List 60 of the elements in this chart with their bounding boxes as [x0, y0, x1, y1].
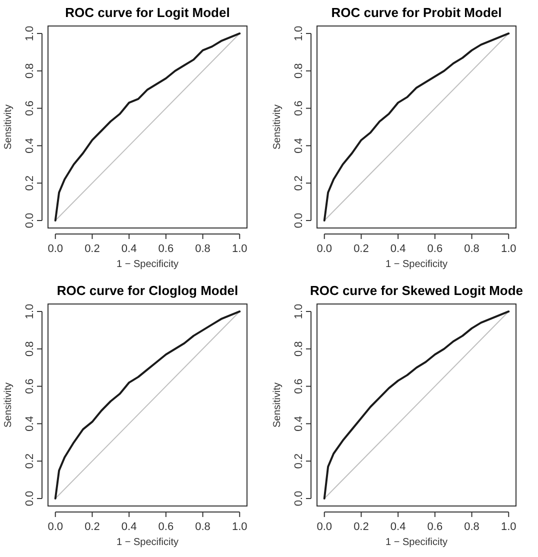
x-tick-label: 0.8 [464, 243, 480, 255]
x-tick-label: 0.8 [464, 521, 480, 533]
x-tick-label: 0.4 [121, 521, 137, 533]
y-tick-label: 0.0 [293, 490, 305, 506]
y-tick-label: 0.2 [293, 453, 305, 469]
y-tick-label: 0.0 [24, 490, 36, 506]
y-tick-label: 0.4 [24, 416, 36, 432]
y-tick-label: 0.2 [293, 175, 305, 191]
y-tick-label: 1.0 [293, 26, 305, 42]
y-tick-label: 1.0 [293, 304, 305, 320]
x-tick-label: 0.6 [427, 243, 443, 255]
chart-title: ROC curve for Cloglog Model [56, 283, 238, 298]
x-tick-label: 0.0 [316, 243, 332, 255]
y-axis-title: Sensitivity [3, 104, 14, 150]
x-tick-label: 0.6 [158, 521, 174, 533]
x-tick-label: 1.0 [500, 521, 516, 533]
y-axis-title: Sensitivity [3, 382, 14, 428]
y-tick-label: 0.8 [24, 341, 36, 357]
x-tick-label: 1.0 [500, 243, 516, 255]
x-tick-label: 0.6 [158, 243, 174, 255]
y-tick-label: 0.4 [24, 138, 36, 154]
y-tick-label: 0.8 [293, 341, 305, 357]
y-tick-label: 0.8 [293, 63, 305, 79]
x-axis-title: 1 − Specificity [386, 259, 448, 270]
y-tick-label: 0.4 [293, 416, 305, 432]
x-tick-label: 0.6 [427, 521, 443, 533]
y-tick-label: 0.6 [24, 378, 36, 394]
x-tick-label: 0.2 [84, 243, 100, 255]
x-axis-title: 1 − Specificity [386, 537, 448, 548]
y-tick-label: 1.0 [24, 304, 36, 320]
y-tick-label: 0.0 [293, 212, 305, 228]
x-tick-label: 0.4 [121, 243, 137, 255]
y-tick-label: 0.6 [24, 100, 36, 116]
x-axis-title: 1 − Specificity [116, 537, 178, 548]
y-tick-label: 0.8 [24, 63, 36, 79]
y-tick-label: 1.0 [24, 26, 36, 42]
x-tick-label: 0.8 [195, 243, 210, 255]
x-tick-label: 0.0 [316, 521, 332, 533]
x-tick-label: 1.0 [232, 243, 248, 255]
y-axis-title: Sensitivity [272, 104, 283, 150]
x-tick-label: 0.2 [354, 521, 369, 533]
chart-title: ROC curve for Probit Model [331, 5, 502, 20]
x-tick-label: 0.8 [195, 521, 210, 533]
x-tick-label: 0.2 [84, 521, 100, 533]
x-axis-title: 1 − Specificity [116, 259, 178, 270]
y-tick-label: 0.6 [293, 100, 305, 116]
x-tick-label: 0.4 [390, 243, 406, 255]
y-tick-label: 0.2 [24, 175, 36, 191]
y-tick-label: 0.0 [24, 212, 36, 228]
x-tick-label: 1.0 [232, 521, 248, 533]
x-tick-label: 0.2 [354, 243, 369, 255]
x-tick-label: 0.0 [48, 521, 64, 533]
y-axis-title: Sensitivity [272, 382, 283, 428]
x-tick-label: 0.0 [48, 243, 64, 255]
chart-title: ROC curve for Skewed Logit Mode [310, 283, 524, 298]
y-tick-label: 0.2 [24, 453, 36, 469]
x-tick-label: 0.4 [390, 521, 406, 533]
chart-title: ROC curve for Logit Model [65, 5, 230, 20]
y-tick-label: 0.6 [293, 378, 305, 394]
y-tick-label: 0.4 [293, 138, 305, 154]
